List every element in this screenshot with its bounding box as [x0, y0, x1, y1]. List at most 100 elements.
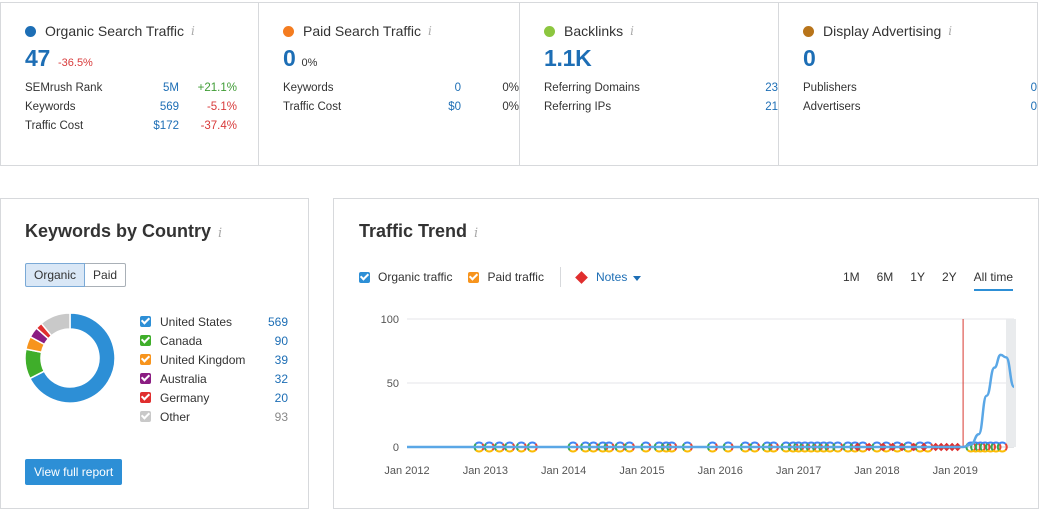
organic-paid-toggle: Organic Paid [25, 263, 127, 287]
google-update-arc [996, 443, 1000, 451]
checkbox-icon[interactable] [140, 316, 151, 327]
country-value[interactable]: 90 [274, 333, 288, 348]
checkbox-icon[interactable] [468, 271, 480, 283]
country-value[interactable]: 39 [274, 352, 288, 367]
google-update-arc [569, 449, 577, 453]
paid-traffic-toggle[interactable]: Paid traffic [468, 270, 544, 284]
period-1m[interactable]: 1M [842, 270, 860, 284]
organic-search-traffic-card: Organic Search Traffic i 47 -36.5% SEMrush R… [1, 3, 259, 165]
google-update-arc [782, 441, 790, 445]
card-header: Display Advertising i [803, 23, 1037, 39]
period-2y[interactable]: 2Y [941, 270, 957, 284]
google-update-arc [833, 441, 842, 445]
google-update-icon[interactable] [871, 441, 883, 453]
metric-row: Keywords 0 0% [283, 78, 519, 97]
legend-item-united-states[interactable]: United States 569 [140, 312, 288, 331]
legend-item-other[interactable]: Other 93 [140, 407, 288, 426]
google-update-arc [589, 441, 598, 445]
checkbox-icon[interactable] [140, 392, 151, 403]
checkbox-icon[interactable] [140, 373, 151, 384]
google-update-arc [655, 441, 664, 445]
google-update-arc [505, 449, 514, 453]
metric-row: Publishers 0 [803, 78, 1037, 97]
main-value[interactable]: 0 [803, 45, 816, 71]
metric-delta: -5.1% [206, 100, 237, 113]
keywords-by-country-panel: Keywords by Country i Organic Paid United… [0, 198, 309, 509]
google-update-arc [974, 443, 978, 451]
x-tick-label: Jan 2013 [463, 465, 508, 477]
google-update-arc [655, 449, 664, 453]
info-icon[interactable]: i [218, 226, 223, 241]
google-update-arc [475, 441, 483, 445]
google-update-arc [667, 449, 676, 453]
x-tick-label: Jan 2012 [384, 465, 429, 477]
main-delta: 0% [301, 57, 318, 69]
metric-value[interactable]: 0 [1030, 100, 1037, 113]
google-update-arc [882, 449, 891, 453]
period-6m[interactable]: 6M [876, 270, 894, 284]
period-1y[interactable]: 1Y [910, 270, 925, 284]
period-all-time[interactable]: All time [973, 270, 1014, 291]
metric-value[interactable]: 5M [163, 81, 179, 94]
metric-value[interactable]: $0 [448, 100, 461, 113]
metric-value[interactable]: $172 [153, 119, 179, 132]
tab-paid[interactable]: Paid [85, 263, 127, 287]
keywords-by-country-title: Keywords by Country i [25, 221, 222, 242]
country-value[interactable]: 569 [267, 314, 288, 329]
country-value[interactable]: 20 [274, 390, 288, 405]
legend-dot-icon [544, 25, 555, 37]
checkbox-icon[interactable] [140, 335, 151, 346]
metric-row: SEMrush Rank 5M +21.1% [25, 78, 258, 97]
google-update-arc [625, 441, 634, 445]
google-update-icon[interactable] [824, 441, 836, 453]
card-header: Backlinks i [544, 23, 778, 39]
card-title[interactable]: Display Advertising [823, 23, 942, 39]
view-full-report-button[interactable]: View full report [25, 459, 123, 485]
donut-slice-other[interactable] [40, 312, 71, 337]
country-value: 93 [274, 409, 288, 424]
donut-slice-united-states[interactable] [28, 312, 116, 404]
backlinks-card: Backlinks i 1.1K Referring Domains 23 Referri… [520, 3, 779, 165]
info-icon[interactable]: i [428, 24, 432, 38]
country-value[interactable]: 32 [274, 371, 288, 386]
google-update-icon[interactable] [996, 441, 1008, 453]
metric-value[interactable]: 21 [765, 100, 778, 113]
traffic-trend-title-text: Traffic Trend [359, 221, 468, 241]
y-tick-label: 0 [393, 442, 399, 454]
checkbox-icon[interactable] [140, 354, 151, 365]
google-update-arc [724, 441, 733, 445]
info-icon[interactable]: i [191, 24, 195, 38]
google-update-arc [724, 449, 733, 453]
legend-dot-icon [283, 25, 294, 37]
google-update-icon[interactable] [974, 441, 986, 453]
metric-label: Referring IPs [544, 100, 612, 113]
card-title[interactable]: Organic Search Traffic [45, 23, 185, 39]
google-update-arc [985, 443, 989, 451]
info-icon[interactable]: i [948, 24, 953, 38]
metric-value[interactable]: 23 [765, 81, 778, 94]
checkbox-icon[interactable] [359, 271, 370, 283]
main-value[interactable]: 1.1K [544, 45, 592, 71]
main-value[interactable]: 47 [25, 45, 50, 71]
legend-item-canada[interactable]: Canada 90 [140, 331, 288, 350]
legend-item-united-kingdom[interactable]: United Kingdom 39 [140, 350, 288, 369]
tab-organic[interactable]: Organic [25, 263, 86, 287]
google-update-arc [916, 441, 924, 445]
info-icon[interactable]: i [630, 24, 634, 38]
metric-value[interactable]: 0 [1030, 81, 1037, 94]
legend-item-australia[interactable]: Australia 32 [140, 369, 288, 388]
card-title[interactable]: Backlinks [564, 23, 624, 39]
card-title[interactable]: Paid Search Traffic [303, 23, 422, 39]
card-metrics: Referring Domains 23 Referring IPs 21 [544, 78, 778, 116]
google-update-arc [826, 449, 834, 453]
metric-value[interactable]: 0 [454, 81, 461, 94]
metric-value[interactable]: 569 [159, 100, 179, 113]
metric-label: Keywords [25, 100, 76, 113]
info-icon[interactable]: i [474, 226, 479, 241]
notes-dropdown[interactable]: Notes [575, 270, 642, 284]
main-value[interactable]: 0 [283, 45, 296, 71]
legend-item-germany[interactable]: Germany 20 [140, 388, 288, 407]
organic-traffic-toggle[interactable]: Organic traffic [359, 270, 452, 284]
google-update-arc [998, 441, 1007, 445]
checkbox-icon[interactable] [140, 411, 151, 422]
